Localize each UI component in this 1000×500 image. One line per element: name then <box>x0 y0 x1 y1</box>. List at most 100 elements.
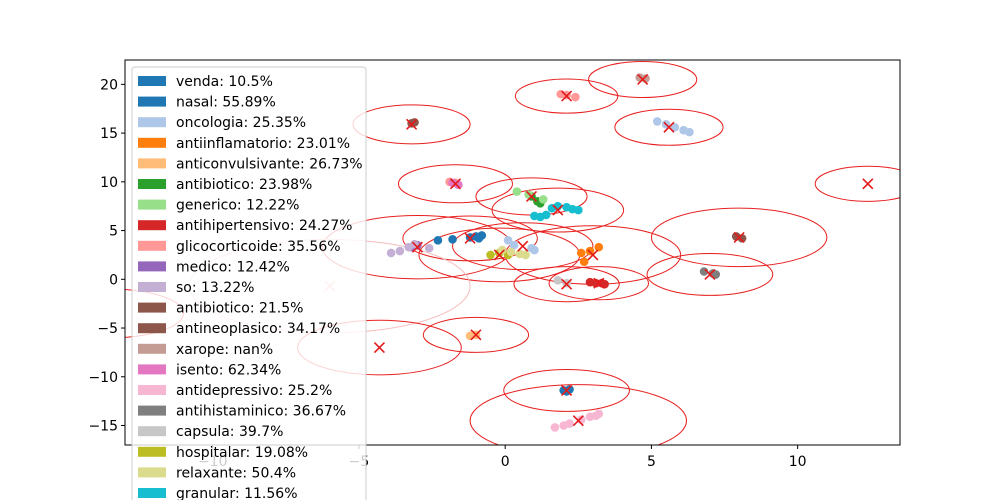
cluster-circle-14 <box>646 252 774 296</box>
data-point-21-3 <box>521 250 530 260</box>
centroid-marker-6 <box>552 204 564 216</box>
y-tick-label: 0 <box>109 272 118 288</box>
centroid-stroke-b <box>593 277 605 289</box>
x-tick-label: 0 <box>501 454 510 470</box>
legend-label: antineoplasico: 34.17% <box>176 321 340 337</box>
legend-label: venda: 10.5% <box>176 74 273 90</box>
cluster-circle-21 <box>469 384 687 445</box>
centroid-marker-13 <box>493 249 505 261</box>
centroid-marker-5 <box>525 190 538 203</box>
y-tick-label: −5 <box>97 321 118 337</box>
data-point-22-6 <box>574 205 583 215</box>
centroid-marker-12 <box>587 249 599 261</box>
legend-swatch <box>138 76 166 86</box>
data-point-2-0 <box>652 117 662 126</box>
centroid-stroke-b <box>464 232 476 244</box>
data-point-4-2 <box>594 242 604 252</box>
y-tick-label: −15 <box>88 419 118 435</box>
legend-box <box>131 66 367 500</box>
data-point-7-2 <box>538 195 548 204</box>
legend-label: antihipertensivo: 24.27% <box>176 218 352 234</box>
x-tick-label: 10 <box>789 454 807 470</box>
data-point-19-0 <box>553 275 563 285</box>
centroid-marker-10 <box>517 240 529 252</box>
legend-label: nasal: 55.89% <box>176 95 276 111</box>
centroid-stroke-b <box>411 241 424 253</box>
legend-swatch <box>138 240 166 251</box>
cluster-circle-8 <box>650 207 828 268</box>
legend-label: hospitalar: 19.08% <box>176 445 308 461</box>
centroid-marker-1 <box>561 90 573 102</box>
legend-label: relaxante: 50.4% <box>176 465 296 481</box>
centroid-marker-14 <box>704 268 716 280</box>
legend-label: granular: 11.56% <box>176 486 298 500</box>
data-point-12-3 <box>424 243 434 253</box>
centroid-marker-3 <box>663 121 675 133</box>
data-point-17-6 <box>591 411 601 421</box>
data-point-12-0 <box>395 246 405 256</box>
plot-frame <box>124 59 901 446</box>
y-axis-ticks: −15 −10 −5 0 5 10 15 20 <box>88 77 125 435</box>
data-point-21-1 <box>506 247 516 257</box>
centroid-stroke-b <box>406 118 418 130</box>
data-point-0-5 <box>474 234 484 243</box>
data-point-21-0 <box>497 245 507 255</box>
data-point-3-1 <box>509 240 519 250</box>
legend-label: capsula: 39.7% <box>176 424 283 440</box>
cluster-circle-20 <box>503 368 630 412</box>
data-point-0-1 <box>448 235 457 244</box>
legend-label: generico: 12.22% <box>176 198 299 214</box>
legend-label: antibiotico: 21.5% <box>176 301 303 317</box>
centroid-stroke-b <box>552 204 564 216</box>
legend-label: glicocorticoide: 35.56% <box>176 239 341 255</box>
centroid-stroke-b <box>733 231 745 243</box>
y-tick-label: −10 <box>88 370 118 386</box>
centroid-marker-9 <box>464 232 476 244</box>
legend-swatch <box>138 343 166 354</box>
legend: venda: 10.5% nasal: 55.89% oncologia: 25.3… <box>131 66 367 500</box>
data-point-2-4 <box>685 127 694 137</box>
centroid-stroke-b <box>517 240 529 252</box>
data-point-2-2 <box>670 122 680 132</box>
legend-label: antidepressivo: 25.2% <box>176 383 332 399</box>
y-tick-label: 15 <box>100 126 118 142</box>
legend-swatch <box>138 220 166 231</box>
legend-swatch <box>138 488 166 498</box>
centroid-stroke-b <box>704 268 716 280</box>
legend-label: xarope: nan% <box>176 342 273 358</box>
cluster-circle-10 <box>452 222 594 271</box>
legend-swatch <box>138 137 166 148</box>
centroid-marker-7 <box>862 178 874 190</box>
legend-swatch <box>138 261 166 272</box>
legend-swatch <box>138 302 166 313</box>
centroid-stroke-b <box>561 278 573 290</box>
legend-swatch <box>138 426 166 437</box>
data-point-22-7 <box>535 212 545 222</box>
centroid-markers <box>324 73 874 427</box>
data-point-17-0 <box>550 423 560 432</box>
cluster-circle-4 <box>397 164 514 204</box>
y-tick-label: 20 <box>100 77 118 93</box>
centroid-stroke-b <box>373 341 385 354</box>
x-tick-label: 5 <box>647 454 656 470</box>
data-point-17-2 <box>565 419 574 428</box>
centroid-stroke-b <box>525 190 538 203</box>
legend-swatch <box>138 179 166 189</box>
data-point-9-2 <box>571 92 580 102</box>
legend-label: antihistaminico: 36.67% <box>176 404 346 420</box>
legend-swatch <box>138 117 166 128</box>
centroid-marker-15 <box>561 278 573 290</box>
centroid-marker-18 <box>470 329 482 341</box>
cluster-circle-6 <box>491 187 625 233</box>
centroid-stroke-b <box>572 415 584 427</box>
y-tick-label: 5 <box>109 224 118 240</box>
centroid-marker-21 <box>572 415 584 427</box>
centroid-marker-20 <box>561 384 573 396</box>
centroid-stroke-b <box>493 249 505 261</box>
data-point-12-4 <box>386 248 396 258</box>
data-point-18-0 <box>699 267 709 276</box>
data-point-7-0 <box>512 187 522 196</box>
cluster-circle-16 <box>548 266 649 301</box>
centroid-stroke-b <box>587 249 599 261</box>
